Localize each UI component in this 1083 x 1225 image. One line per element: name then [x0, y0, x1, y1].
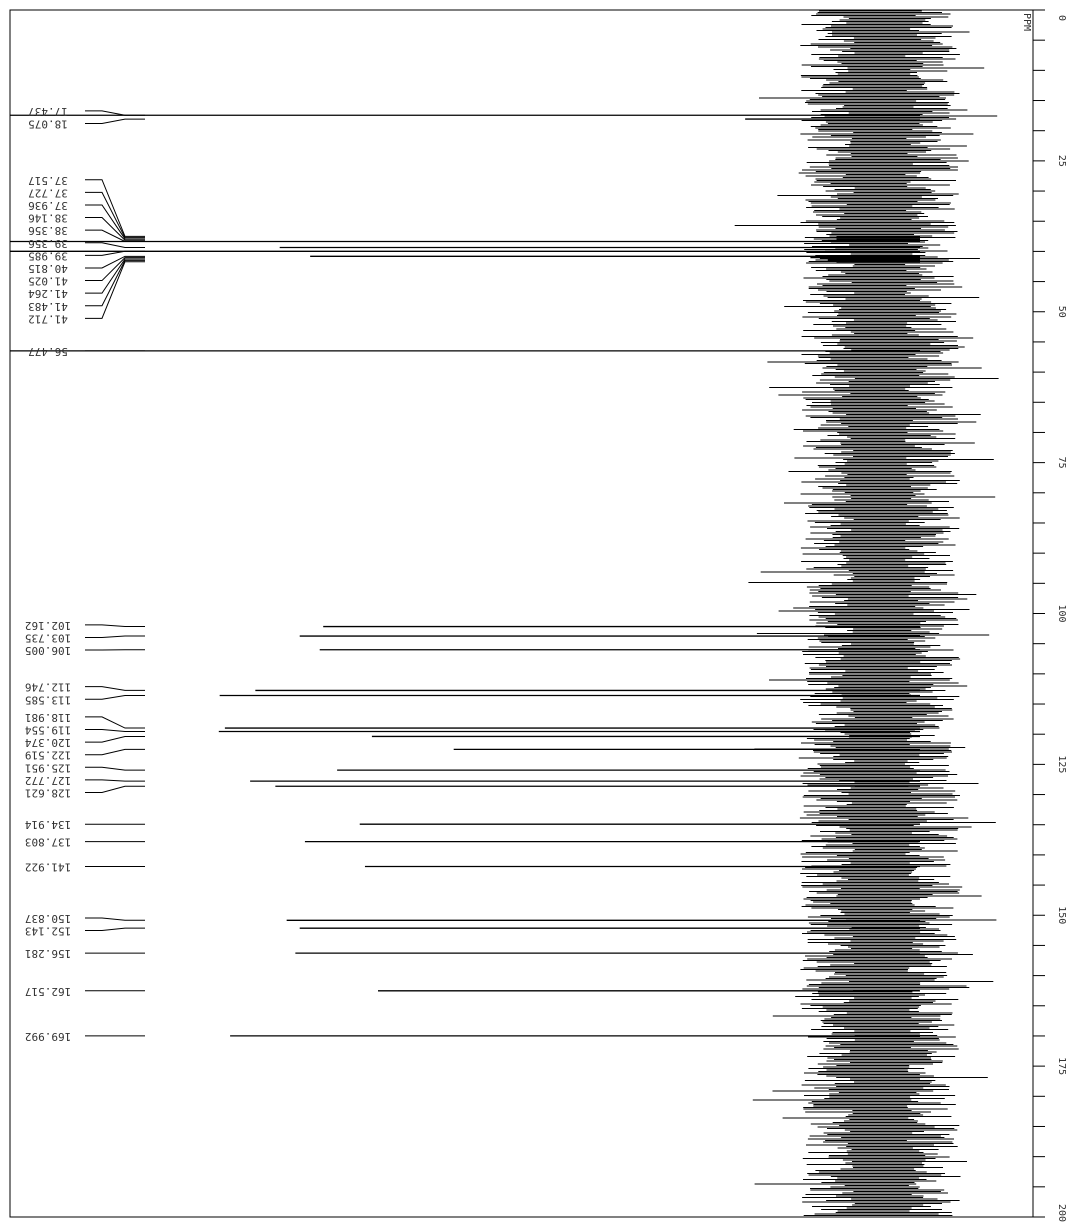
leader-line: [85, 736, 145, 742]
noise: [735, 11, 999, 1216]
peak-label: 18.075: [28, 117, 68, 130]
leader-line: [85, 918, 145, 920]
y-tick-label: 150: [1056, 906, 1067, 924]
peak-label: 41.483: [28, 300, 68, 313]
y-tick-label: 25: [1056, 155, 1067, 167]
peak-label: 38.356: [28, 224, 68, 237]
leader-line: [85, 259, 145, 293]
peak-label: 169.992: [25, 1030, 71, 1043]
peak-label: 141.922: [25, 860, 71, 873]
leader-line: [85, 786, 145, 792]
peak-label: 39.985: [28, 249, 68, 262]
peak-label: 103.735: [25, 631, 71, 644]
peak-label: 41.264: [28, 287, 68, 300]
chart: PPM 0 25 50 75 100 125 150 175 200 17.43718.075 37…: [0, 0, 1083, 1225]
peak-label: 39.356: [28, 237, 68, 250]
peak-label: 106.005: [25, 644, 71, 657]
leader-line: [85, 625, 145, 627]
leader-line: [85, 695, 145, 699]
peak-label: 56.477: [28, 345, 68, 358]
peak-label: 102.162: [25, 619, 71, 632]
y-tick-label: 100: [1056, 604, 1067, 622]
y-tick-label: 0: [1056, 15, 1067, 21]
y-tick-label: 200: [1056, 1204, 1067, 1222]
leader-line: [85, 180, 145, 237]
peak-label: 156.281: [25, 947, 71, 960]
leader-line: [85, 636, 145, 637]
peak-label: 150.837: [25, 912, 71, 925]
leader-line: [85, 780, 145, 781]
leader-line: [85, 928, 145, 930]
y-tick-label: 75: [1056, 457, 1067, 469]
peak-label: 122.519: [25, 749, 71, 762]
leader-line: [85, 729, 145, 731]
peak-label: 113.585: [25, 693, 71, 706]
y-tick-label: 50: [1056, 306, 1067, 318]
peak-label: 41.712: [28, 312, 68, 325]
y-tick-label: 175: [1056, 1057, 1067, 1075]
peak-label: 112.746: [25, 681, 71, 694]
leader-line: [85, 205, 145, 239]
peak-label: 41.025: [28, 275, 68, 288]
peak-label: 40.815: [28, 262, 68, 275]
peak-label: 125.951: [25, 761, 71, 774]
peak-label: 37.936: [28, 199, 68, 212]
y-tick-label: 125: [1056, 755, 1067, 773]
peak-label: 17.437: [28, 105, 68, 118]
peak-label: 119.554: [24, 723, 71, 736]
axis-label: PPM: [1021, 13, 1032, 31]
leader-line: [85, 749, 145, 754]
peak-label: 128.621: [25, 786, 71, 799]
peak-label: 120.374: [24, 736, 71, 749]
page: PPM 0 25 50 75 100 125 150 175 200 17.43718.075 37…: [0, 0, 1083, 1225]
peak-label: 118.981: [25, 711, 71, 724]
leader-line: [85, 717, 145, 728]
leader-line: [85, 111, 145, 115]
leader-line: [85, 767, 145, 770]
peak-label: 134.914: [24, 818, 71, 831]
leader-line: [85, 687, 145, 691]
leader-line: [85, 243, 145, 248]
peak-label: 152.143: [25, 925, 71, 938]
peak-label: 162.517: [25, 985, 71, 998]
peak-label: 37.727: [28, 186, 68, 199]
peak-label: 37.517: [28, 174, 68, 187]
peak-label: 127.772: [25, 774, 71, 787]
peak-label: 137.803: [25, 836, 71, 849]
peak-label: 38.146: [28, 212, 68, 225]
leader-line: [85, 262, 145, 319]
leader-line: [85, 119, 145, 123]
